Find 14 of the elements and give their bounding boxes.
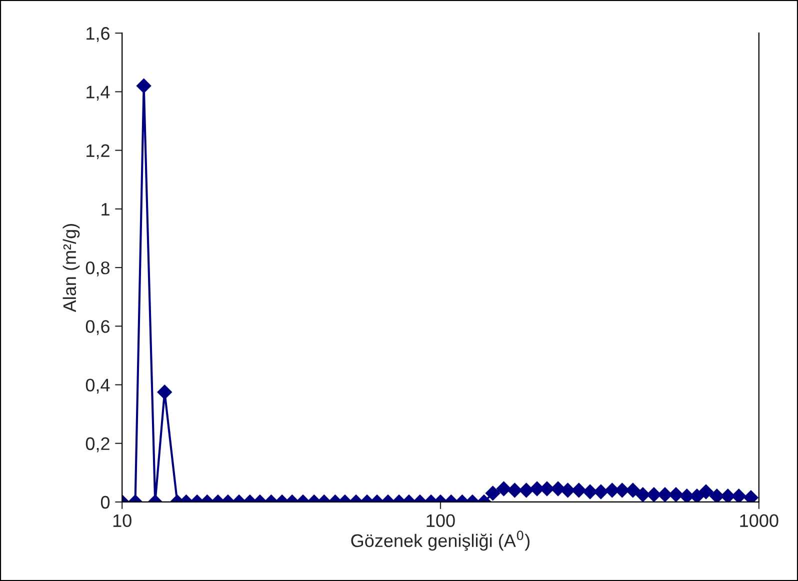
y-tick-label: 0,8 — [86, 261, 110, 276]
y-axis-title: Alan (m²/g) — [62, 224, 80, 312]
y-tick-label: 1,6 — [86, 27, 110, 42]
y-tick-label: 1 — [102, 203, 110, 216]
y-tick-label: 0,4 — [86, 378, 110, 394]
x-tick-label: 10 — [113, 514, 132, 528]
x-tick-label: 100 — [426, 514, 455, 528]
x-tick-label: 1000 — [740, 514, 778, 528]
y-tick-label: 1,4 — [86, 86, 110, 101]
y-tick-label: 0 — [100, 496, 110, 509]
x-axis-title: Gözenek genişliği (A$^{0}$) — [351, 530, 530, 551]
y-tick-label: 0,2 — [86, 437, 110, 452]
y-tick-label: 1,2 — [86, 144, 110, 160]
y-tick-label: 0,6 — [86, 320, 110, 336]
